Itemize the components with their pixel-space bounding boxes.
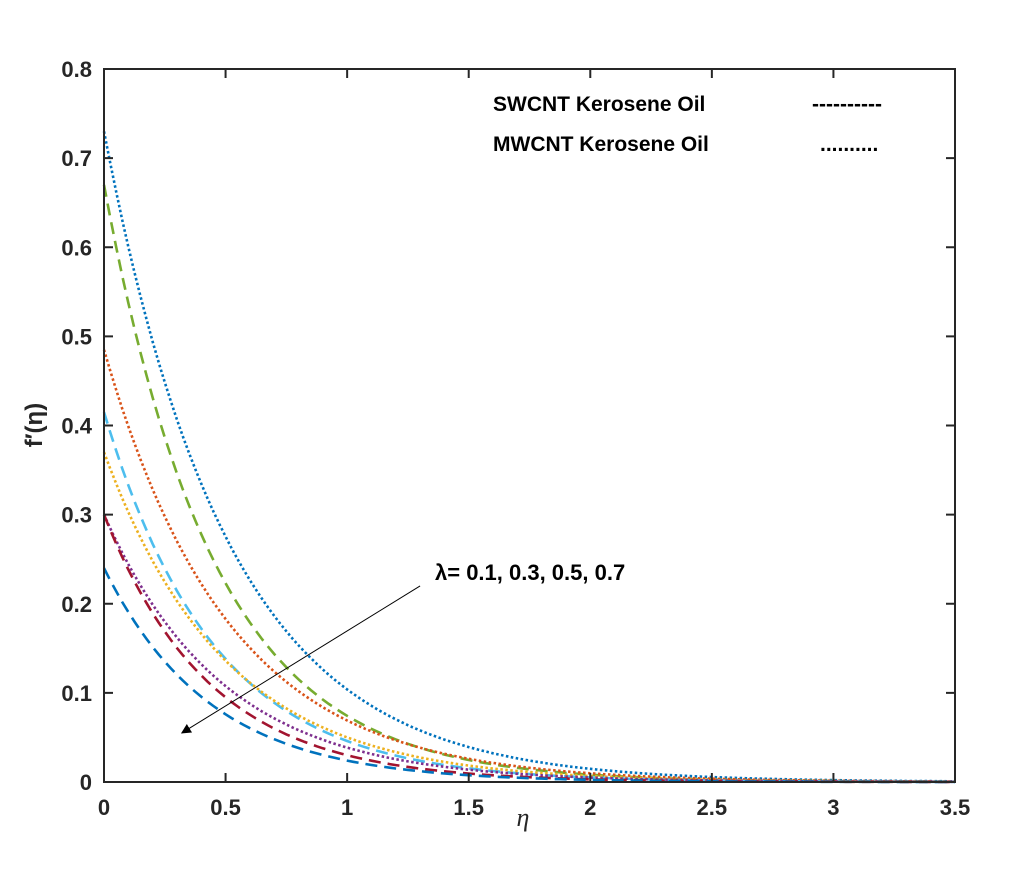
- legend-label-swcnt: SWCNT Kerosene Oil: [493, 93, 705, 116]
- legend-sample-swcnt: ----------: [812, 93, 882, 116]
- plot-frame: [103, 68, 956, 783]
- y-tick-label-7: 0.7: [61, 146, 92, 171]
- series-line-4: [102, 451, 955, 784]
- x-tick-label-6: 3: [827, 795, 839, 820]
- y-tick-label-1: 0.1: [61, 681, 92, 706]
- x-tick-label-4: 2: [584, 795, 596, 820]
- series-line-7: [102, 567, 955, 784]
- series-line-3: [102, 411, 955, 784]
- legend: SWCNT Kerosene Oil ---------- MWCNT Kero…: [493, 93, 882, 156]
- y-tick-label-5: 0.5: [61, 324, 92, 349]
- y-tick-label-6: 0.6: [61, 235, 92, 260]
- y-tick-label-4: 0.4: [61, 414, 92, 439]
- y-tick-label-2: 0.2: [61, 592, 92, 617]
- x-axis-label: η: [517, 803, 530, 832]
- y-tick-label-8: 0.8: [61, 57, 92, 82]
- series-line-0: [102, 131, 955, 783]
- x-tick-label-0: 0: [98, 795, 110, 820]
- y-tick-label-0: 0: [80, 770, 92, 795]
- legend-sample-mwcnt: ..........: [820, 133, 878, 156]
- annotation-arrow: [180, 585, 421, 734]
- x-tick-label-2: 1: [341, 795, 353, 820]
- x-tick-label-5: 2.5: [697, 795, 728, 820]
- x-tick-label-1: 0.5: [210, 795, 241, 820]
- legend-label-mwcnt: MWCNT Kerosene Oil: [493, 133, 709, 156]
- series-line-6: [102, 514, 955, 784]
- x-tick-label-3: 1.5: [453, 795, 484, 820]
- annotation-label: λ= 0.1, 0.3, 0.5, 0.7: [435, 560, 625, 585]
- series-line-5: [102, 514, 955, 784]
- y-axis-label: f′(η): [21, 403, 48, 447]
- x-tick-label-7: 3.5: [940, 795, 971, 820]
- y-tick-label-3: 0.3: [61, 503, 92, 528]
